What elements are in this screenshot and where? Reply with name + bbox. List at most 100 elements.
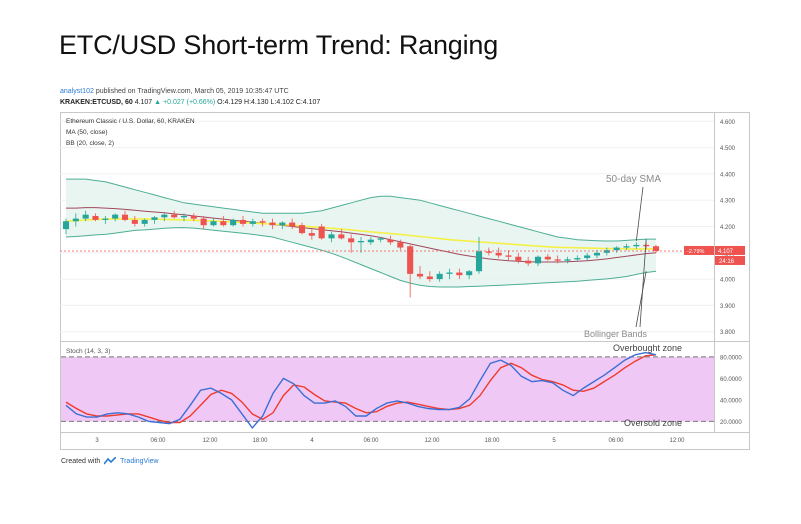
- candle-body: [495, 252, 502, 256]
- candle: [515, 252, 522, 264]
- footer: Created with TradingView: [61, 457, 159, 465]
- annotations: 50-day SMA Bollinger Bands Overbought zone…: [584, 174, 682, 428]
- candle-body: [298, 225, 306, 234]
- candle-body: [230, 219, 237, 226]
- candle: [249, 218, 256, 227]
- candle-body: [426, 276, 433, 280]
- candle: [534, 255, 542, 266]
- price-legend: Ethereum Classic / U.S. Dollar, 60, KRAK…: [66, 118, 195, 147]
- candle-body: [348, 238, 355, 243]
- candle-body: [485, 251, 492, 253]
- candle-body: [279, 222, 286, 226]
- candle: [338, 229, 345, 240]
- candle: [62, 218, 70, 235]
- time-tick-label: 5: [552, 438, 556, 444]
- candle: [407, 244, 414, 298]
- annotation-oversold-label: Oversold zone: [624, 418, 682, 428]
- change-tag-text: -2.79%: [687, 249, 705, 255]
- author-link[interactable]: analyst102: [60, 88, 94, 95]
- time-tick-label: 4: [310, 438, 314, 444]
- candle: [190, 213, 197, 222]
- candle-body: [239, 219, 247, 224]
- candle-body: [269, 222, 276, 226]
- candle-body: [633, 244, 640, 247]
- stoch-tick-label: 80.0000: [720, 355, 742, 361]
- candle: [613, 246, 620, 253]
- candle-body: [112, 214, 119, 219]
- candle: [230, 218, 237, 227]
- candle: [525, 256, 532, 266]
- price-tick-label: 4.400: [720, 172, 736, 178]
- candle-body: [534, 256, 542, 264]
- bollinger-lower-band: [65, 227, 657, 288]
- legend-symbol: Ethereum Classic / U.S. Dollar, 60, KRAK…: [66, 118, 195, 125]
- price-tick-label: 3.800: [720, 330, 736, 336]
- candle-body: [603, 250, 610, 253]
- candle-body: [82, 214, 89, 219]
- candle: [200, 215, 207, 230]
- publication-info: analyst102 published on TradingView.com,…: [60, 88, 289, 95]
- candle: [171, 210, 178, 219]
- candle: [259, 218, 266, 227]
- annotation-sma-label: 50-day SMA: [606, 174, 661, 185]
- price-tick-label: 4.300: [720, 199, 736, 205]
- candle-body: [652, 246, 660, 251]
- candle-body: [161, 214, 168, 218]
- stoch-tick-label: 60.0000: [720, 377, 742, 383]
- candle: [210, 218, 217, 227]
- candle-body: [210, 221, 217, 226]
- candle: [141, 218, 148, 227]
- candle-body: [436, 273, 443, 280]
- price-tag-text: 4.107: [718, 249, 734, 255]
- candle-body: [387, 239, 394, 243]
- candle-body: [190, 215, 197, 219]
- time-tick-label: 06:00: [363, 438, 379, 444]
- candle: [593, 250, 601, 259]
- candle-body: [456, 272, 463, 276]
- ticker-info: KRAKEN:ETCUSD, 60 4.107 ▲ +0.027 (+0.66%…: [60, 99, 320, 106]
- candle: [564, 256, 571, 264]
- candle: [446, 268, 453, 280]
- stochastic-k-line: [65, 351, 657, 430]
- candle: [180, 213, 188, 222]
- tradingview-link[interactable]: TradingView: [120, 458, 159, 465]
- candle: [505, 250, 512, 261]
- candle: [220, 215, 227, 227]
- candle: [584, 252, 591, 261]
- candle-body: [308, 233, 315, 236]
- price-tick-label: 3.900: [720, 304, 736, 310]
- candle-body: [377, 238, 384, 240]
- candle-body: [466, 271, 473, 276]
- stoch-tick-label: 20.0000: [720, 420, 742, 426]
- candle: [495, 247, 502, 259]
- price-tag: [715, 245, 745, 255]
- candle-body: [338, 234, 345, 239]
- candle-body: [180, 215, 188, 218]
- candle: [456, 268, 463, 280]
- candle: [102, 215, 109, 224]
- candle: [131, 215, 138, 227]
- candle: [348, 234, 355, 253]
- time-tick-label: 18:00: [484, 438, 500, 444]
- price-tick-label: 4.000: [720, 278, 736, 284]
- candle-body: [72, 218, 79, 222]
- candle-body: [200, 218, 207, 226]
- candle: [72, 213, 79, 227]
- published-text: published on TradingView.com, March 05, …: [95, 88, 289, 95]
- stoch-tick-label: 40.0000: [720, 398, 742, 404]
- candle-body: [289, 222, 296, 227]
- candle: [544, 254, 551, 261]
- time-tick-label: 18:00: [252, 438, 268, 444]
- candle-body: [92, 215, 99, 220]
- legend-ma: MA (50, close): [66, 129, 108, 136]
- candle-body: [613, 247, 620, 251]
- candle-body: [564, 259, 571, 261]
- ticker-symbol: KRAKEN:ETCUSD, 60: [60, 99, 133, 106]
- time-tick-label: 12:00: [424, 438, 440, 444]
- legend-bb: BB (20, close, 2): [66, 140, 114, 147]
- candle: [92, 213, 99, 222]
- price-tick-label: 4.200: [720, 225, 736, 231]
- candle: [397, 239, 404, 251]
- time-tick-label: 06:00: [150, 438, 166, 444]
- candle-body: [525, 260, 532, 264]
